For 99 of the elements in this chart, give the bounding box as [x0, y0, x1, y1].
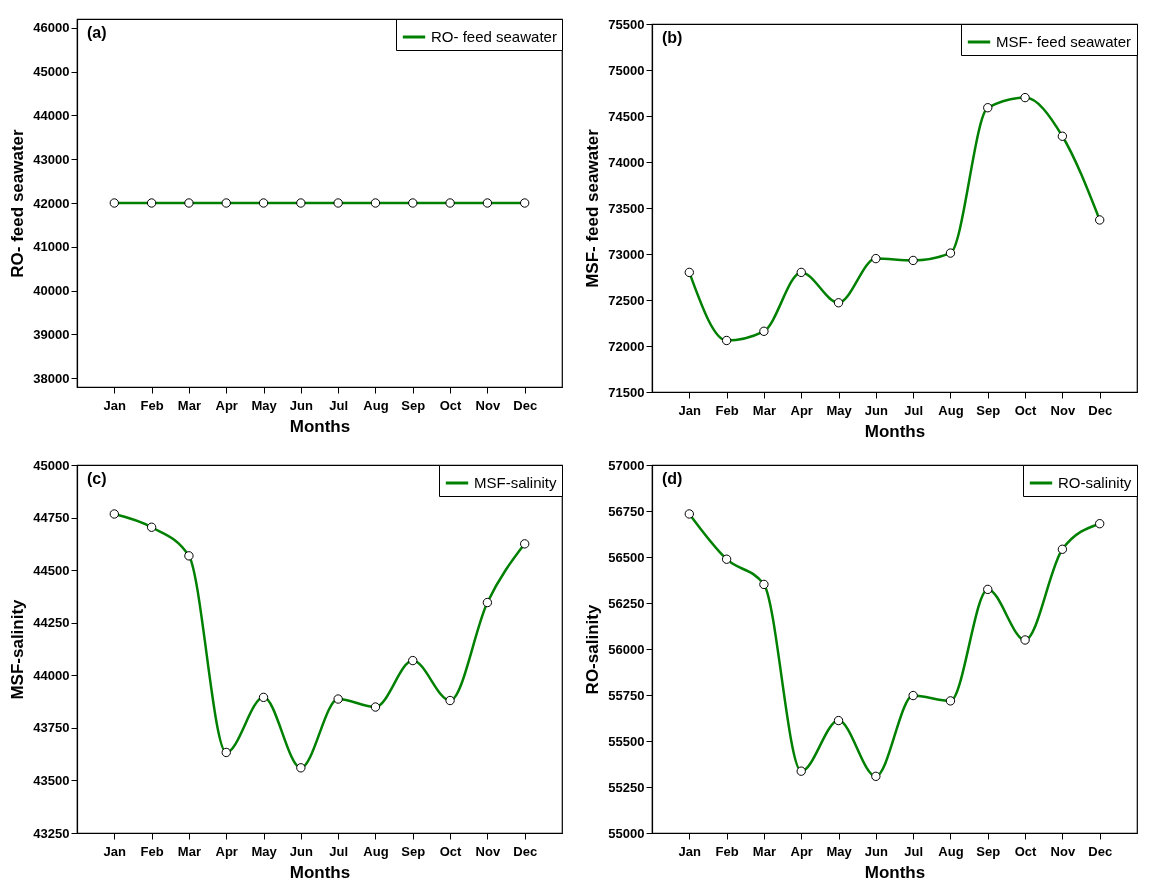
- y-tick-label: 44000: [33, 107, 70, 123]
- y-tick-label: 44750: [33, 510, 70, 526]
- x-tick-label: Jun: [289, 843, 313, 859]
- y-tick-label: 43750: [33, 720, 70, 736]
- x-tick-label: Oct: [1014, 402, 1038, 418]
- x-tick-label: May: [826, 402, 853, 418]
- y-tick-label: 41000: [33, 239, 70, 255]
- x-tick-label: Mar: [752, 843, 776, 859]
- y-tick-label: 43250: [33, 825, 70, 841]
- x-tick-label: Aug: [938, 843, 964, 859]
- annotation: (b): [662, 29, 683, 46]
- x-tick-label: Jun: [864, 402, 888, 418]
- x-axis-title: Months: [864, 421, 926, 441]
- y-tick-label: 40000: [33, 283, 70, 299]
- y-tick-label: 43000: [33, 151, 70, 167]
- y-tick-label: 42000: [33, 195, 70, 211]
- x-tick-label: Nov: [1050, 402, 1076, 418]
- x-tick-label: Jul: [904, 843, 924, 859]
- legend-label: RO-salinity: [1058, 474, 1132, 491]
- x-tick-label: Jul: [904, 402, 924, 418]
- x-axis-title: Months: [289, 862, 351, 882]
- x-tick-label: Jan: [103, 843, 127, 859]
- x-tick-label: Mar: [752, 402, 776, 418]
- annotation: (d): [662, 470, 683, 487]
- y-tick-label: 71500: [608, 384, 645, 400]
- y-axis-title: RO-salinity: [583, 604, 603, 695]
- y-tick-label: 39000: [33, 326, 70, 342]
- x-tick-label: Sep: [976, 843, 1001, 859]
- x-tick-label: Aug: [938, 402, 964, 418]
- x-tick-label: Dec: [513, 397, 538, 413]
- y-tick-label: 75500: [608, 16, 645, 32]
- x-tick-label: Dec: [1088, 843, 1113, 859]
- y-tick-label: 73500: [608, 200, 645, 216]
- y-axis-title: MSF- feed seawater: [583, 128, 603, 288]
- x-tick-label: Oct: [1014, 843, 1038, 859]
- x-tick-label: Jan: [678, 843, 702, 859]
- x-tick-label: Apr: [790, 402, 813, 418]
- x-tick-label: Nov: [1050, 843, 1076, 859]
- y-tick-label: 56500: [608, 549, 645, 565]
- x-tick-label: Oct: [439, 843, 463, 859]
- x-tick-label: Jan: [103, 397, 127, 413]
- annotation: (c): [87, 470, 107, 487]
- x-axis-title: Months: [864, 862, 926, 882]
- x-tick-label: Jun: [864, 843, 888, 859]
- y-tick-label: 45000: [33, 457, 70, 473]
- y-tick-label: 56750: [608, 503, 645, 519]
- y-tick-label: 73000: [608, 246, 645, 262]
- x-tick-label: Jan: [678, 402, 702, 418]
- x-tick-label: Jul: [329, 843, 349, 859]
- y-tick-label: 75000: [608, 62, 645, 78]
- x-tick-label: Feb: [715, 402, 739, 418]
- x-tick-label: Aug: [363, 843, 389, 859]
- y-tick-label: 55250: [608, 779, 645, 795]
- y-tick-label: 44000: [33, 667, 70, 683]
- x-tick-label: Nov: [475, 843, 501, 859]
- y-tick-label: 57000: [608, 457, 645, 473]
- legend-label: MSF- feed seawater: [996, 33, 1132, 50]
- x-tick-label: Mar: [177, 843, 201, 859]
- y-tick-label: 55750: [608, 687, 645, 703]
- x-tick-label: Dec: [513, 843, 538, 859]
- y-tick-label: 43500: [33, 772, 70, 788]
- y-tick-label: 45000: [33, 64, 70, 80]
- x-tick-label: May: [826, 843, 853, 859]
- y-tick-label: 74000: [608, 154, 645, 170]
- x-tick-label: Feb: [140, 843, 164, 859]
- y-tick-label: 72000: [608, 338, 645, 354]
- x-tick-label: Oct: [439, 397, 463, 413]
- x-tick-label: May: [251, 843, 278, 859]
- y-tick-label: 55500: [608, 733, 645, 749]
- x-tick-label: Mar: [177, 397, 201, 413]
- x-tick-label: Sep: [401, 843, 426, 859]
- x-tick-label: Sep: [401, 397, 426, 413]
- y-tick-label: 38000: [33, 370, 70, 386]
- legend-label: RO- feed seawater: [431, 28, 557, 45]
- y-axis-title: MSF-salinity: [8, 598, 28, 700]
- y-tick-label: 74500: [608, 108, 645, 124]
- x-axis-title: Months: [289, 416, 351, 436]
- y-tick-label: 55000: [608, 825, 645, 841]
- x-tick-label: Feb: [140, 397, 164, 413]
- x-tick-label: Jun: [289, 397, 313, 413]
- annotation: (a): [87, 24, 107, 41]
- y-tick-label: 56000: [608, 641, 645, 657]
- x-tick-label: Jul: [329, 397, 349, 413]
- y-tick-label: 72500: [608, 292, 645, 308]
- x-tick-label: Apr: [790, 843, 813, 859]
- x-tick-label: Aug: [363, 397, 389, 413]
- x-tick-label: Dec: [1088, 402, 1113, 418]
- x-tick-label: Nov: [475, 397, 501, 413]
- y-tick-label: 56250: [608, 595, 645, 611]
- y-tick-label: 44500: [33, 562, 70, 578]
- y-tick-label: 46000: [33, 20, 70, 36]
- x-tick-label: Apr: [215, 843, 238, 859]
- x-tick-label: Feb: [715, 843, 739, 859]
- x-tick-label: May: [251, 397, 278, 413]
- x-tick-label: Sep: [976, 402, 1001, 418]
- y-tick-label: 44250: [33, 615, 70, 631]
- x-tick-label: Apr: [215, 397, 238, 413]
- y-axis-title: RO- feed seawater: [8, 128, 28, 278]
- legend-label: MSF-salinity: [474, 474, 558, 491]
